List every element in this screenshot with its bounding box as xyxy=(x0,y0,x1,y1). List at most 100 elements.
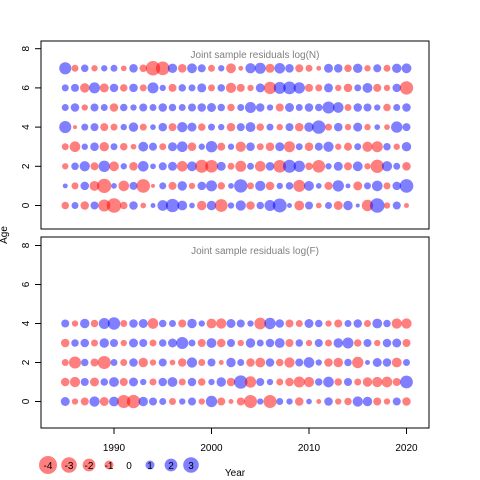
y-tick-label: 4 xyxy=(21,320,32,326)
bubble-point xyxy=(129,64,138,73)
bubble-point xyxy=(69,376,81,388)
bubble-point xyxy=(138,141,149,152)
bubble-point xyxy=(208,64,215,72)
bubble-point xyxy=(322,101,335,114)
legend-bubble xyxy=(39,456,57,474)
bubble-point xyxy=(392,63,402,74)
bubble-point xyxy=(372,318,383,329)
legend-bubble xyxy=(145,460,155,470)
bubble-point xyxy=(119,142,128,151)
bubble-point xyxy=(276,182,283,190)
bubble-point xyxy=(374,339,381,347)
bubble-point xyxy=(71,162,79,171)
bubble-point xyxy=(68,356,82,369)
bubble-point xyxy=(294,122,304,132)
bubble-point xyxy=(400,375,413,389)
y-tick-label: 6 xyxy=(21,85,32,91)
legend-label: 2 xyxy=(168,461,174,472)
bubble-point xyxy=(293,179,306,192)
bubble-point xyxy=(128,122,139,132)
bubble-point xyxy=(208,123,215,131)
bubble-point xyxy=(236,123,245,132)
bubble-point xyxy=(137,160,149,172)
bubble-point xyxy=(383,202,391,209)
bubble-point xyxy=(206,338,217,348)
bubble-point xyxy=(294,397,304,406)
bubble-point xyxy=(401,63,412,74)
bubble-point xyxy=(227,202,235,209)
bubble-point xyxy=(216,377,226,387)
bubble-point xyxy=(325,123,332,131)
bubble-point xyxy=(373,64,382,73)
bubble-point xyxy=(99,83,109,93)
bubble-point xyxy=(402,123,411,132)
bubble-point xyxy=(80,181,90,191)
bubble-point xyxy=(391,121,403,133)
bubble-point xyxy=(353,181,363,191)
bubble-point xyxy=(235,200,246,211)
bubble-point xyxy=(188,182,196,190)
bubble-point xyxy=(402,162,411,171)
bubble-point xyxy=(283,141,296,153)
bubble-point xyxy=(97,178,112,194)
bubble-point xyxy=(126,394,141,409)
bubble-point xyxy=(207,358,216,367)
panel-logF-bubbles xyxy=(60,317,413,409)
x-tick-label: 2020 xyxy=(395,443,418,454)
bubble-point xyxy=(255,180,266,192)
bubble-point xyxy=(90,201,99,210)
bubble-point xyxy=(383,84,391,92)
bubble-point xyxy=(110,143,118,151)
bubble-point xyxy=(140,378,147,386)
bubble-point xyxy=(226,319,236,328)
bubble-point xyxy=(316,65,322,71)
bubble-point xyxy=(80,318,90,329)
bubble-point xyxy=(88,82,101,94)
bubble-point xyxy=(147,82,159,94)
bubble-point xyxy=(353,122,363,132)
bubble-point xyxy=(70,83,80,92)
bubble-point xyxy=(187,63,197,74)
bubble-point xyxy=(150,203,156,208)
bubble-point xyxy=(333,64,343,73)
bubble-point xyxy=(90,123,99,132)
bubble-point xyxy=(362,377,373,387)
bubble-point xyxy=(109,161,119,172)
bubble-point xyxy=(129,181,138,190)
bubble-point xyxy=(293,82,305,94)
legend-label: 0 xyxy=(126,461,132,472)
bubble-point xyxy=(79,161,90,172)
bubble-point xyxy=(325,202,332,209)
bubble-point xyxy=(295,339,304,347)
bubble-point xyxy=(274,338,285,348)
bubble-point xyxy=(188,339,196,347)
bubble-point xyxy=(227,103,235,112)
bubble-point xyxy=(304,103,314,112)
bubble-point xyxy=(402,397,411,406)
legend-label: -4 xyxy=(44,461,53,472)
bubble-point xyxy=(362,396,373,407)
bubble-point xyxy=(243,394,258,409)
legend-bubble xyxy=(183,457,199,473)
bubble-point xyxy=(352,396,363,407)
bubble-point xyxy=(234,375,248,389)
bubble-point xyxy=(304,319,314,328)
bubble-point xyxy=(150,163,156,170)
bubble-point xyxy=(228,183,234,189)
bubble-point xyxy=(364,320,371,327)
panel-logF-title: Joint sample residuals log(F) xyxy=(191,246,319,257)
bubble-point xyxy=(275,103,284,112)
bubble-point xyxy=(295,104,303,111)
bubble-point xyxy=(392,338,402,348)
bubble-point xyxy=(343,83,353,93)
bubble-point xyxy=(295,143,303,151)
bubble-point xyxy=(187,161,197,172)
bubble-point xyxy=(234,179,248,193)
bubble-point xyxy=(287,203,292,208)
bubble-point xyxy=(323,376,334,388)
bubble-point xyxy=(344,104,352,111)
bubble-point xyxy=(205,395,218,408)
bubble-point xyxy=(179,398,186,405)
bubble-point xyxy=(304,201,314,210)
